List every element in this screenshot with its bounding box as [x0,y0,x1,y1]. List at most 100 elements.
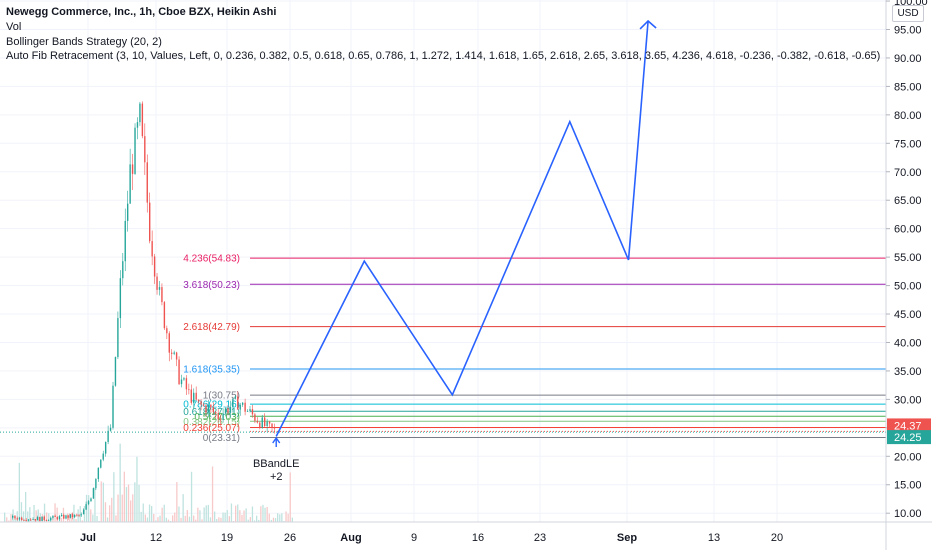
volume-bar [73,504,75,522]
candle-body [139,103,141,123]
volume-bar [249,517,251,522]
candle-body [126,203,129,221]
volume-bar [75,519,77,522]
volume-bar [60,517,62,522]
volume-bar [140,511,142,522]
x-tick-label: 12 [150,532,162,544]
x-tick-label: 23 [534,532,546,544]
volume-bar [43,503,46,522]
volume-bar [174,512,176,522]
volume-bar [264,507,266,522]
candle-body [156,276,158,290]
candle-body [241,402,244,405]
price-tag-bg [887,430,931,445]
y-tick-label: 70.00 [894,167,922,179]
candle-body [254,414,256,421]
candle-body [144,136,146,163]
volume-bar [214,511,216,522]
fib-label: 0.5(27.03) [194,412,240,423]
volume-bar [62,507,65,522]
volume-bar [46,512,48,522]
volume-bar [134,482,136,522]
volume-bar [188,516,191,522]
volume-bar [117,494,119,522]
candle-body [30,519,32,521]
candle-body [268,421,271,424]
candle-body [90,498,92,502]
volume-bar [155,520,157,522]
candle-body [237,396,239,410]
volume-bar [31,520,33,522]
volume-bar [172,515,174,522]
candle-body [107,430,109,442]
fib-label: 0.382(26.15) [183,417,240,428]
candle-body [12,515,14,518]
candle-body [47,520,50,522]
volume-bar [218,517,220,522]
volume-bar [92,514,94,522]
candle-body [259,422,261,428]
symbol-title[interactable]: Newegg Commerce, Inc., 1h, Cboe BZX, Hei… [6,6,277,18]
candle-body [166,328,168,334]
volume-bar [289,472,291,522]
candle-body [82,509,85,515]
volume-bar [260,506,262,522]
y-tick-label: 45.00 [894,309,922,321]
legend-auto-fib[interactable]: Auto Fib Retracement (3, 10, Values, Lef… [6,50,881,62]
x-tick-label: 26 [284,532,296,544]
volume-bar [96,516,98,522]
volume-bar [285,511,287,522]
candle-body [183,378,185,380]
volume-bar [148,504,151,522]
volume-bar [243,510,245,522]
candles [12,101,276,523]
y-tick-label: 80.00 [894,110,922,122]
volume-bar [237,504,239,522]
volume-bar [228,516,230,522]
projection-line [275,20,649,437]
candle-body [95,479,97,489]
currency-button[interactable]: USD [892,5,924,22]
candle-body [39,517,41,522]
candle-body [45,519,48,521]
price-axis[interactable]: 10.0015.0020.0025.0030.0035.0040.0045.00… [885,0,931,550]
volume-bar [224,512,226,522]
candle-body [43,516,45,520]
legend-volume[interactable]: Vol [6,21,22,33]
volume-bar [10,514,12,522]
candle-body [87,501,90,505]
y-tick-label: 55.00 [894,252,922,264]
y-tick-label: 60.00 [894,224,922,236]
volume-bar [113,472,115,522]
candle-body [193,392,195,403]
legend-bollinger[interactable]: Bollinger Bands Strategy (20, 2) [6,36,162,48]
candle-body [200,401,202,405]
candle-body [246,410,249,412]
volume-bar [230,503,233,522]
candle-body [124,220,126,262]
candle-body [76,514,78,516]
volume-bar [20,502,23,522]
candle-body [222,413,224,420]
volume-bar [81,520,83,522]
price-tag-label: 24.25 [894,432,922,444]
candle-body [251,409,254,415]
candle-body [18,517,21,520]
volume-bar [216,518,218,522]
volume-bar [266,506,268,522]
candle-body [131,164,134,174]
candle-body [149,202,151,242]
volume-bar [182,494,184,522]
volume-bar [222,512,224,522]
signal-marker: BBandLE+2 [253,436,299,483]
volume-bar [281,513,283,522]
x-tick-label: Aug [340,532,361,544]
candle-body [151,241,153,257]
volume-bar [71,512,73,522]
fib-label: 3.618(50.23) [183,280,240,291]
candle-body [273,427,276,429]
projection-path[interactable] [275,19,657,437]
time-axis[interactable]: Jul 12 19 26 Aug 9 16 23 Sep 13 20 [0,521,932,544]
fib-label: 1(30.75) [203,391,240,402]
